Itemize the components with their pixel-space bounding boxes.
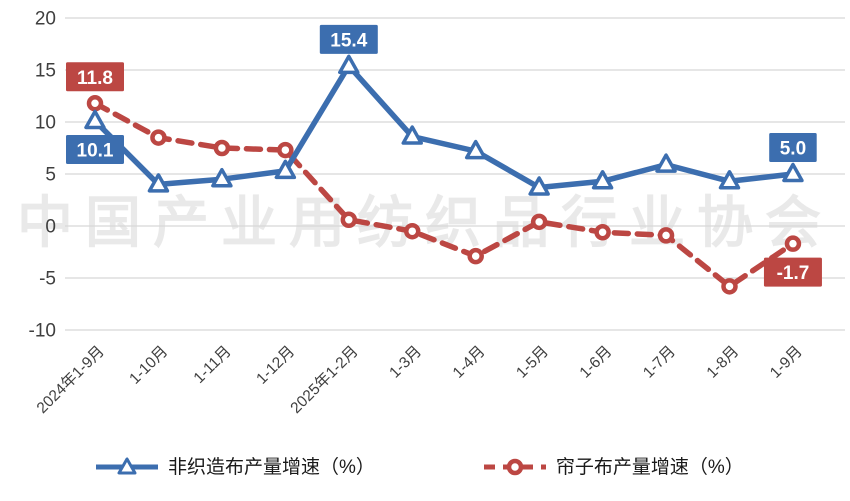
x-tick-label: 1-6月 <box>577 343 616 382</box>
y-tick-label: -10 <box>29 321 56 342</box>
data-point-circle <box>594 223 611 241</box>
data-point-circle <box>467 247 484 265</box>
data-label-box <box>769 133 817 162</box>
series-line-1 <box>92 100 796 290</box>
y-tick-label: 20 <box>35 9 56 30</box>
legend-label-nonwoven: 非织造布产量增速（%） <box>168 457 375 478</box>
data-point-triangle <box>655 153 677 173</box>
data-point-circle <box>277 141 294 159</box>
x-tick-label: 1-5月 <box>513 343 552 382</box>
x-tick-label: 1-3月 <box>386 343 425 382</box>
data-label: -1.7 <box>777 263 810 284</box>
x-tick-label: 1-12月 <box>253 343 298 388</box>
data-point-circle <box>213 139 231 157</box>
data-label-box <box>66 134 124 164</box>
data-label-box <box>319 24 378 54</box>
x-tick-label: 2025年1-2月 <box>287 342 362 417</box>
x-tick-label: 1-8月 <box>704 343 743 382</box>
y-tick-label: 5 <box>45 165 56 186</box>
data-label: 10.1 <box>77 140 114 161</box>
legend-label-cordfabric: 帘子布产量增速（%） <box>555 457 744 478</box>
data-label: 5.0 <box>780 139 806 160</box>
data-point-triangle <box>338 54 360 75</box>
data-point-circle <box>657 227 675 244</box>
x-tick-label: 1-11月 <box>191 343 235 387</box>
data-point-triangle <box>591 170 614 190</box>
data-point-triangle <box>528 176 550 196</box>
x-tick-label: 1-4月 <box>450 343 489 382</box>
data-point-triangle <box>147 173 170 193</box>
legend-line-triangle-icon <box>96 457 158 474</box>
data-point-circle <box>150 129 167 146</box>
data-point-triangle <box>84 109 106 130</box>
data-point-circle <box>721 278 738 295</box>
y-tick-label: -5 <box>39 269 56 290</box>
series-line-0 <box>92 63 796 191</box>
data-point-triangle <box>211 167 233 188</box>
y-tick-label: 15 <box>35 61 56 82</box>
legend-item-nonwoven: 非织造布产量增速（%） <box>95 452 375 479</box>
x-tick-label: 1-7月 <box>640 343 679 382</box>
data-label-box <box>763 257 822 287</box>
data-label: 15.4 <box>330 30 367 51</box>
data-point-circle <box>86 95 104 112</box>
data-point-triangle <box>401 125 423 145</box>
y-tick-label: 10 <box>35 113 56 134</box>
data-label: 11.8 <box>77 68 113 89</box>
data-point-circle <box>340 211 358 229</box>
legend-dashed-circle-icon <box>483 458 546 475</box>
data-point-triangle <box>782 162 804 183</box>
data-point-triangle <box>274 159 297 180</box>
data-point-triangle <box>464 139 487 160</box>
legend: 非织造布产量增速（%） 帘子布产量增速（%） <box>0 452 850 479</box>
y-tick-label: 0 <box>45 217 56 238</box>
data-label-box <box>66 62 124 92</box>
data-point-circle <box>784 235 802 252</box>
x-tick-label: 2024年1-9月 <box>33 342 108 417</box>
legend-item-cordfabric: 帘子布产量增速（%） <box>483 452 744 479</box>
x-tick-label: 1-9月 <box>767 343 806 382</box>
data-point-circle <box>404 222 421 240</box>
x-tick-label: 1-10月 <box>126 343 171 388</box>
data-point-triangle <box>718 170 741 190</box>
data-point-circle <box>530 213 548 231</box>
